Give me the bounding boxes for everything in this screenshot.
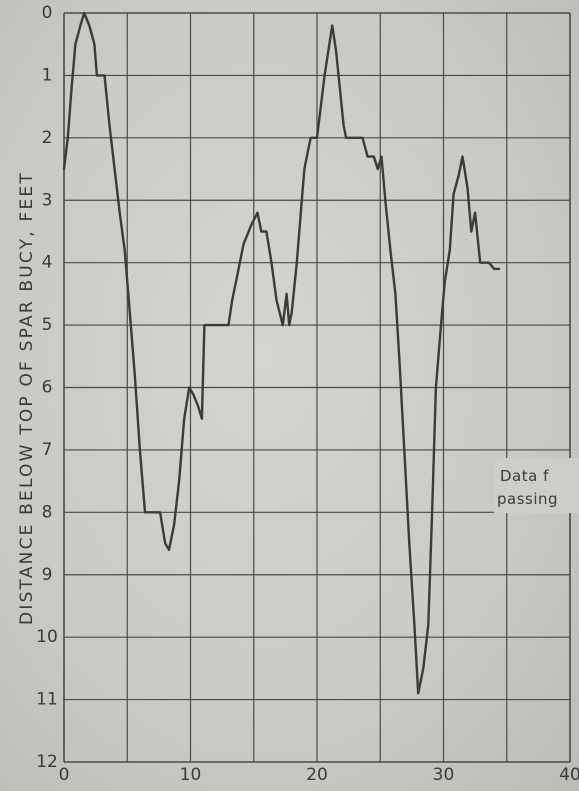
y-axis-title: DISTANCE BELOW TOP OF SPAR BUCY, FEET bbox=[17, 171, 37, 625]
y-tick-label: 5 bbox=[42, 315, 53, 335]
y-tick-label: 3 bbox=[42, 190, 53, 210]
annotation-line-1: Data f bbox=[500, 467, 549, 485]
y-tick-label: 2 bbox=[42, 128, 53, 148]
x-tick-label: 20 bbox=[306, 765, 328, 785]
series-line bbox=[62, 11, 501, 695]
y-tick-label: 12 bbox=[36, 752, 58, 772]
y-tick-label: 8 bbox=[42, 502, 53, 522]
y-tick-label: 1 bbox=[42, 65, 53, 85]
annotation-background bbox=[494, 458, 579, 513]
y-tick-label: 11 bbox=[36, 690, 58, 710]
y-tick-label: 0 bbox=[42, 3, 53, 23]
y-tick-label: 6 bbox=[42, 378, 53, 398]
x-tick-label: 40 bbox=[559, 765, 579, 785]
y-tick-label: 4 bbox=[42, 253, 53, 273]
annotation-line-2: passing bbox=[497, 490, 558, 508]
x-tick-label: 0 bbox=[59, 765, 70, 785]
x-tick-label: 10 bbox=[180, 765, 202, 785]
y-tick-label: 9 bbox=[42, 565, 53, 585]
x-tick-labels: 0 10 20 30 40 bbox=[59, 765, 579, 785]
y-tick-label: 10 bbox=[36, 627, 58, 647]
x-tick-label: 30 bbox=[433, 765, 455, 785]
series-layer bbox=[62, 11, 501, 695]
y-tick-label: 7 bbox=[42, 440, 53, 460]
grid-layer bbox=[63, 12, 571, 763]
